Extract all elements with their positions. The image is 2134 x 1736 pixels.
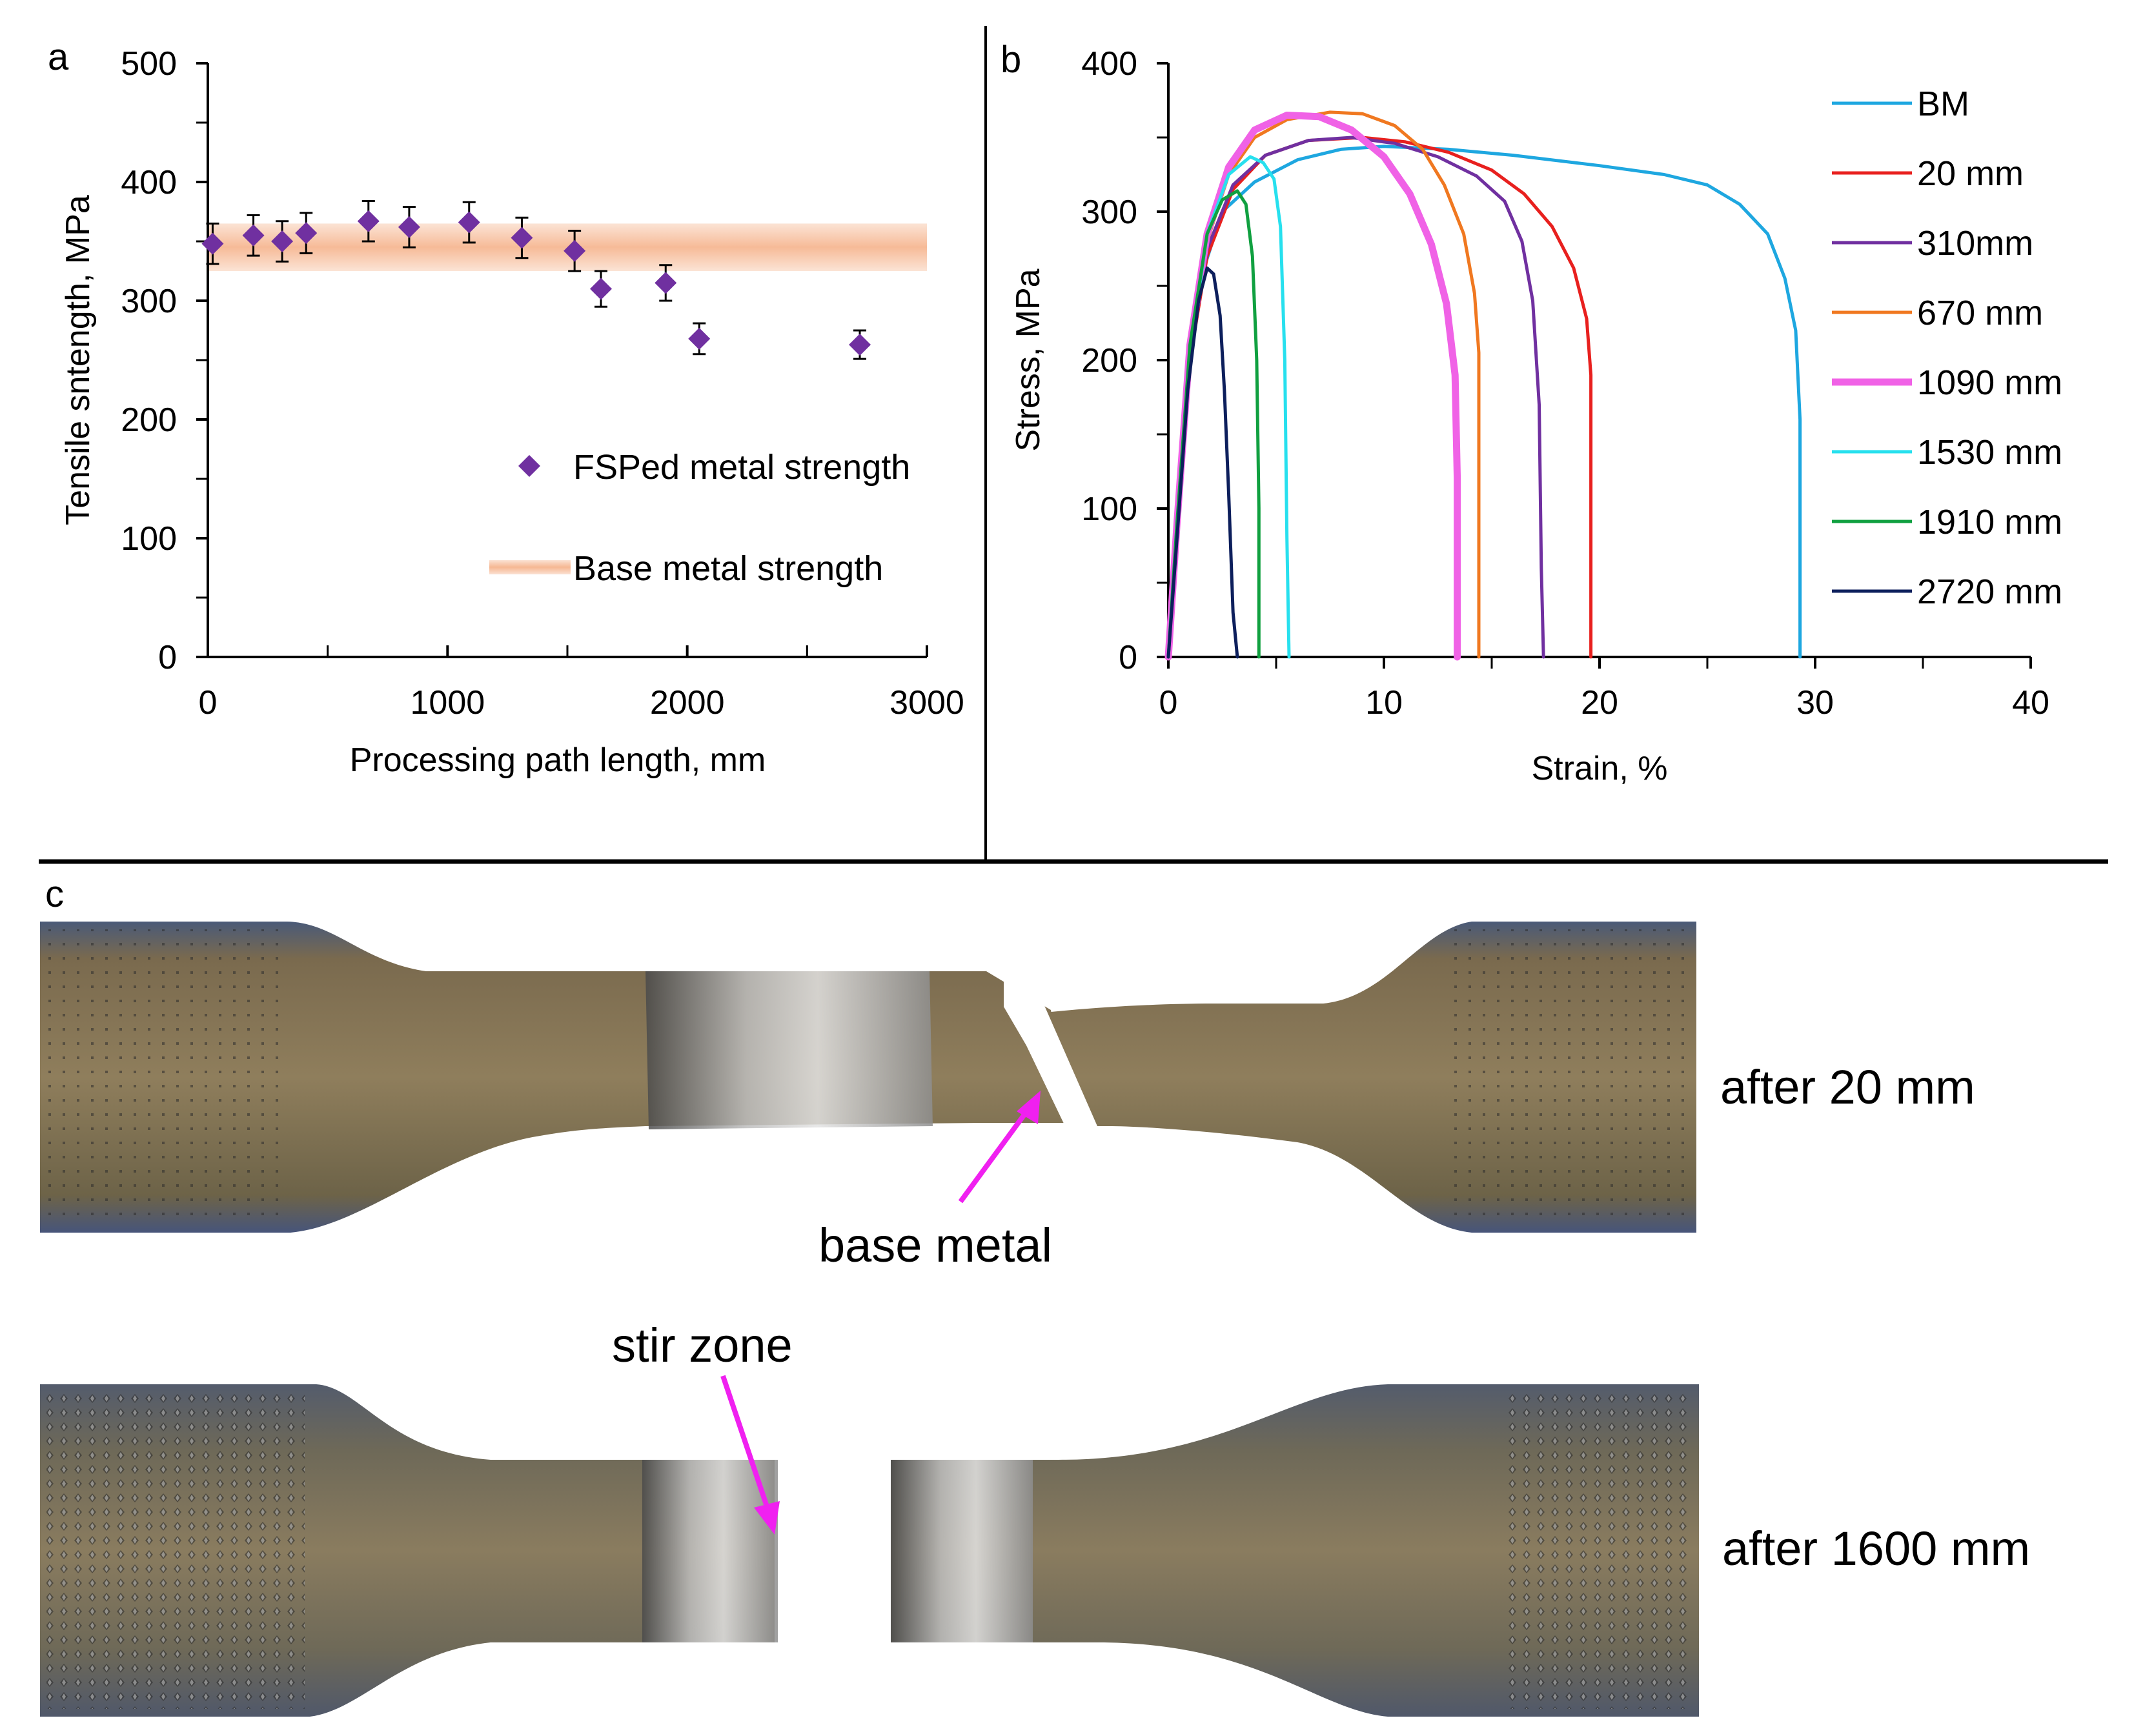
chart-b-ytick-label: 400 bbox=[1081, 45, 1137, 83]
legend-label: 670 mm bbox=[1917, 294, 2043, 332]
diamond-marker bbox=[849, 334, 871, 356]
chart-b-ytick-label: 0 bbox=[1119, 639, 1137, 676]
chart-a-ytick-label: 300 bbox=[121, 283, 177, 320]
legend-label: 1910 mm bbox=[1917, 503, 2062, 541]
chart-a-xtick-label: 1000 bbox=[410, 684, 485, 722]
chart-a-y-label: Tensile sntength, MPa bbox=[59, 195, 97, 525]
stir-zone-bottom-left bbox=[642, 1460, 778, 1642]
fracture-gap-top bbox=[1004, 968, 1097, 1126]
diamond-marker bbox=[398, 216, 420, 238]
label-after-20mm: after 20 mm bbox=[1720, 1060, 1975, 1114]
legend-label: 1090 mm bbox=[1917, 363, 2062, 402]
chart-b-legend: BM 20 mm 310mm 670 mm 1090 mm 1530 mm 1910 mm 2… bbox=[1832, 85, 2062, 611]
chart-b-xtick-label: 0 bbox=[1159, 684, 1178, 722]
chart-a-xtick-label: 2000 bbox=[650, 684, 725, 722]
chart-a-ytick-label: 400 bbox=[121, 164, 177, 201]
diamond-marker bbox=[242, 224, 265, 247]
data-point bbox=[511, 216, 533, 259]
chart-a: 0 100 200 300 400 500 0 1000 2000 3000 Processin… bbox=[59, 45, 964, 779]
series-line-670-mm bbox=[1166, 110, 1481, 659]
diamond-marker bbox=[688, 327, 711, 350]
chart-b-xtick-label: 10 bbox=[1365, 684, 1403, 722]
legend-fsped-text: FSPed metal strength bbox=[573, 448, 910, 487]
legend-label: 1530 mm bbox=[1917, 433, 2062, 472]
chart-b-x-label: Strain, % bbox=[1532, 750, 1668, 787]
specimen-top-left-grip-texture bbox=[46, 929, 279, 1226]
legend-fsped-marker bbox=[518, 455, 540, 477]
legend-label: BM bbox=[1917, 85, 1969, 123]
diamond-marker bbox=[564, 239, 586, 262]
diamond-marker bbox=[357, 210, 380, 232]
data-point bbox=[589, 270, 612, 308]
label-stir-zone: stir zone bbox=[612, 1318, 793, 1372]
series-line-bm bbox=[1166, 145, 1802, 659]
data-point bbox=[271, 220, 294, 263]
series-line-2720-mm bbox=[1166, 266, 1239, 659]
diamond-marker bbox=[271, 230, 294, 252]
label-after-1600mm: after 1600 mm bbox=[1722, 1522, 2030, 1575]
diamond-marker bbox=[589, 278, 612, 300]
data-point bbox=[201, 222, 224, 265]
chart-a-xtick-label: 0 bbox=[199, 684, 218, 722]
panel-label-b: b bbox=[1001, 39, 1021, 81]
specimen-bottom-right-grip-texture bbox=[1504, 1393, 1691, 1709]
stir-zone-bottom-right bbox=[891, 1460, 1033, 1642]
label-base-metal: base metal bbox=[818, 1218, 1052, 1272]
panel-label-a: a bbox=[48, 36, 69, 78]
stir-zone-top bbox=[645, 971, 933, 1129]
chart-a-legend: FSPed metal strength Base metal strength bbox=[489, 448, 910, 588]
specimen-photo-bottom bbox=[40, 1384, 1699, 1717]
diamond-marker bbox=[295, 222, 318, 245]
data-point bbox=[564, 229, 586, 272]
panel-label-c: c bbox=[45, 873, 64, 915]
chart-b-xtick-label: 30 bbox=[1796, 684, 1834, 722]
chart-a-xtick-label: 3000 bbox=[889, 684, 964, 722]
legend-band-swatch bbox=[489, 560, 571, 574]
chart-a-ytick-label: 0 bbox=[158, 639, 177, 676]
legend-band-text: Base metal strength bbox=[573, 549, 883, 588]
data-point bbox=[398, 206, 420, 248]
data-point bbox=[849, 329, 871, 360]
data-point bbox=[655, 264, 677, 302]
series-line-1090-mm bbox=[1164, 112, 1461, 661]
chart-a-ytick-label: 200 bbox=[121, 401, 177, 439]
specimen-top-right-grip-texture bbox=[1443, 929, 1688, 1226]
chart-a-x-label: Processing path length, mm bbox=[350, 742, 766, 779]
legend-label: 20 mm bbox=[1917, 154, 2024, 193]
diamond-marker bbox=[511, 227, 533, 249]
specimen-bottom-right-half bbox=[891, 1384, 1699, 1717]
chart-b-y-label: Stress, MPa bbox=[1010, 268, 1047, 451]
legend-label: 310mm bbox=[1917, 224, 2033, 263]
chart-b-xtick-label: 40 bbox=[2012, 684, 2049, 722]
chart-b-ytick-label: 300 bbox=[1081, 194, 1137, 231]
data-point bbox=[357, 199, 380, 243]
data-point bbox=[295, 212, 318, 254]
specimen-photo-top bbox=[40, 922, 1696, 1233]
chart-b-ytick-label: 100 bbox=[1081, 490, 1137, 528]
arrow-base-metal bbox=[958, 1091, 1041, 1204]
chart-b-ytick-label: 200 bbox=[1081, 342, 1137, 379]
diamond-marker bbox=[655, 272, 677, 294]
chart-b: 0 100 200 300 400 0 10 20 30 40 Strain, % Stress… bbox=[1010, 45, 2062, 787]
chart-a-ytick-label: 100 bbox=[121, 520, 177, 558]
data-point bbox=[242, 214, 265, 257]
arrow-stir-zone bbox=[720, 1375, 780, 1535]
data-point bbox=[458, 201, 480, 244]
chart-b-xtick-label: 20 bbox=[1581, 684, 1618, 722]
diamond-marker bbox=[458, 211, 480, 234]
specimen-bottom-left-grip-texture bbox=[46, 1393, 305, 1709]
legend-label: 2720 mm bbox=[1917, 572, 2062, 611]
data-point bbox=[688, 322, 711, 356]
chart-a-ytick-label: 500 bbox=[121, 45, 177, 83]
diamond-marker bbox=[201, 232, 224, 255]
